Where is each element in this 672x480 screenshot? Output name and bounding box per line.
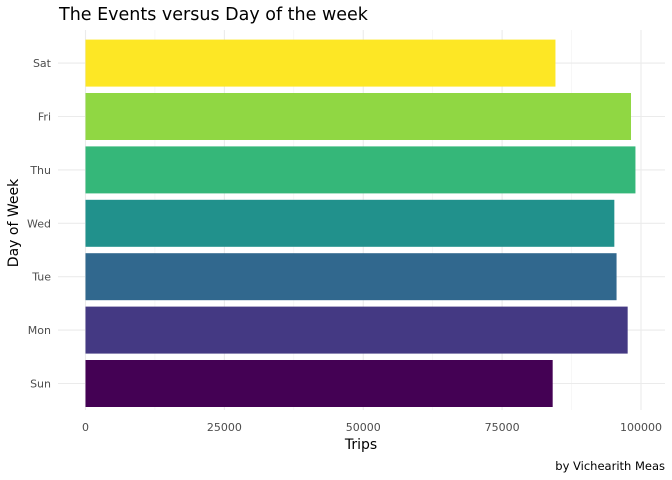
bar-tue [85, 253, 617, 301]
bar-wed [85, 199, 615, 247]
x-axis-title: Trips [344, 437, 377, 453]
bar-fri [85, 93, 632, 140]
y-tick-label-fri: Fri [38, 111, 51, 124]
y-tick-label-sat: Sat [33, 57, 52, 70]
chart-caption: by Vichearith Meas [555, 459, 665, 473]
bars [85, 39, 636, 407]
y-tick-label-wed: Wed [27, 217, 51, 230]
x-tick-label: 25000 [207, 421, 242, 434]
x-tick-label: 50000 [346, 421, 381, 434]
x-tick-label: 100000 [620, 421, 662, 434]
y-tick-label-tue: Tue [31, 271, 51, 284]
chart-title: The Events versus Day of the week [58, 5, 369, 25]
x-tick-label: 0 [82, 421, 89, 434]
bar-thu [85, 146, 636, 194]
bar-sat [85, 39, 556, 87]
y-axis-title: Day of Week [6, 178, 22, 267]
y-tick-label-sun: Sun [30, 378, 51, 391]
bar-mon [85, 306, 628, 354]
y-tick-label-thu: Thu [29, 164, 51, 177]
x-axis-ticks: 0 25000 50000 75000 100000 [82, 421, 662, 434]
y-axis-ticks: Sun Mon Tue Wed Thu Fri Sat [27, 57, 52, 390]
y-tick-label-mon: Mon [28, 324, 51, 337]
bar-sun [85, 360, 553, 407]
x-tick-label: 75000 [485, 421, 520, 434]
